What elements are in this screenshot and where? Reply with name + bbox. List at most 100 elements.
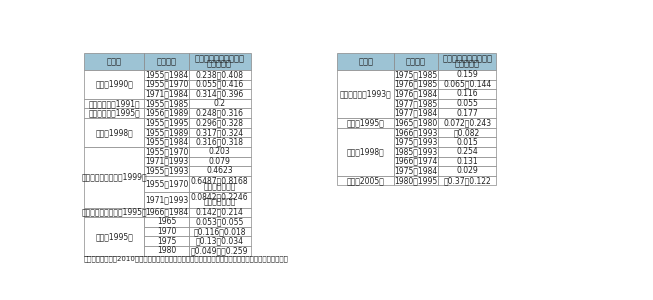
Bar <box>84 53 144 70</box>
Text: 1955～1970: 1955～1970 <box>145 80 188 89</box>
Text: 推計期間: 推計期間 <box>157 57 176 66</box>
Bar <box>438 118 496 128</box>
Text: 1975: 1975 <box>157 237 176 246</box>
Text: （限界生産性）: （限界生産性） <box>203 182 236 191</box>
Bar <box>189 157 251 166</box>
Bar <box>189 80 251 89</box>
Text: 1965～1980: 1965～1980 <box>394 118 438 127</box>
Text: 0.238～0.408: 0.238～0.408 <box>196 70 244 79</box>
Text: 1955～1993: 1955～1993 <box>145 167 188 176</box>
Bar <box>189 108 251 118</box>
Bar <box>144 192 189 208</box>
Text: 塩路（2005）: 塩路（2005） <box>347 176 385 185</box>
Text: 1956～1989: 1956～1989 <box>145 109 188 118</box>
Text: 0.065～0.144: 0.065～0.144 <box>443 80 491 89</box>
Bar <box>394 99 438 108</box>
Bar <box>394 137 438 147</box>
Bar <box>189 137 251 147</box>
Bar <box>144 208 189 217</box>
Text: 0.055: 0.055 <box>456 99 478 108</box>
Text: （弾性値）: （弾性値） <box>207 60 232 69</box>
Text: 1965: 1965 <box>157 218 176 226</box>
Bar <box>394 166 438 176</box>
Text: 0.079: 0.079 <box>209 157 231 166</box>
Bar <box>189 128 251 137</box>
Text: 0.142～0.214: 0.142～0.214 <box>196 208 244 217</box>
Bar <box>144 147 189 157</box>
Text: 0.6487～0.8168: 0.6487～0.8168 <box>191 176 248 185</box>
Text: 0.203: 0.203 <box>209 147 231 156</box>
Text: 1966～1974: 1966～1974 <box>394 157 438 166</box>
Text: 0.248～0.316: 0.248～0.316 <box>196 109 244 118</box>
Text: 岩本（1990）: 岩本（1990） <box>95 80 133 89</box>
Text: 1980～1995: 1980～1995 <box>394 176 438 185</box>
Bar <box>144 108 189 118</box>
Text: 0.177: 0.177 <box>456 109 478 118</box>
Text: 三井・竹沢・河内（1995）: 三井・竹沢・河内（1995） <box>82 208 147 217</box>
Text: 0.015: 0.015 <box>456 138 478 147</box>
Bar <box>438 70 496 80</box>
Bar <box>189 147 251 157</box>
Bar <box>438 137 496 147</box>
Bar <box>394 53 438 70</box>
Text: 0.317～0.324: 0.317～0.324 <box>195 128 244 137</box>
Text: －0.082: －0.082 <box>454 128 481 137</box>
Bar <box>189 99 251 108</box>
Bar <box>338 53 394 70</box>
Text: －0.13～0.034: －0.13～0.034 <box>196 237 244 246</box>
Text: －0.049～－0.259: －0.049～－0.259 <box>191 246 248 255</box>
Text: 浅子・坂本（1993）: 浅子・坂本（1993） <box>340 89 392 98</box>
Text: 1975～1985: 1975～1985 <box>394 70 438 79</box>
Text: 畑農（1998）: 畑農（1998） <box>95 128 133 137</box>
Bar <box>438 157 496 166</box>
Text: 1955～1984: 1955～1984 <box>145 138 188 147</box>
Text: 1955～1995: 1955～1995 <box>145 118 188 127</box>
Bar <box>438 99 496 108</box>
Bar <box>438 147 496 157</box>
Text: 社会資本の生産力効果: 社会資本の生産力効果 <box>442 54 492 63</box>
Bar <box>144 70 189 80</box>
Bar <box>438 89 496 99</box>
Bar <box>394 89 438 99</box>
Text: 研究者: 研究者 <box>106 57 121 66</box>
Bar <box>394 70 438 80</box>
Bar <box>394 157 438 166</box>
Text: 1980: 1980 <box>157 246 176 255</box>
Bar <box>189 227 251 236</box>
Text: 三井・井上（1995）: 三井・井上（1995） <box>88 109 140 118</box>
Text: 資料）　李紅梅（2010）「日本における社会資本の生産力効果に関する文献研究」より国土交通省作成: 資料） 李紅梅（2010）「日本における社会資本の生産力効果に関する文献研究」よ… <box>84 256 289 262</box>
Bar <box>189 208 251 217</box>
Bar <box>189 70 251 80</box>
Bar <box>144 166 189 176</box>
Text: 1975～1993: 1975～1993 <box>394 138 438 147</box>
Text: 0.029: 0.029 <box>456 167 478 176</box>
Text: 0.296～0.328: 0.296～0.328 <box>196 118 244 127</box>
Bar <box>144 118 189 128</box>
Bar <box>144 80 189 89</box>
Text: 1955～1970: 1955～1970 <box>145 147 188 156</box>
Text: 0.2: 0.2 <box>214 99 225 108</box>
Text: 研究者: 研究者 <box>358 57 373 66</box>
Bar <box>189 217 251 227</box>
Bar <box>84 70 144 99</box>
Bar <box>394 147 438 157</box>
Text: 0.0842～0.2246: 0.0842～0.2246 <box>191 192 248 201</box>
Bar <box>438 166 496 176</box>
Text: 0.254: 0.254 <box>456 147 478 156</box>
Text: 奖井（1995）: 奖井（1995） <box>95 232 133 241</box>
Bar <box>189 53 251 70</box>
Bar <box>438 80 496 89</box>
Bar <box>144 53 189 70</box>
Text: 土居（1998）: 土居（1998） <box>347 147 385 156</box>
Bar <box>394 80 438 89</box>
Text: 0.159: 0.159 <box>456 70 478 79</box>
Bar <box>394 118 438 128</box>
Bar <box>394 108 438 118</box>
Bar <box>394 128 438 137</box>
Bar <box>144 157 189 166</box>
Bar <box>338 128 394 176</box>
Bar <box>144 128 189 137</box>
Text: （限界生産性）: （限界生産性） <box>203 198 236 207</box>
Text: 1971～1993: 1971～1993 <box>145 195 188 204</box>
Text: 1966～1984: 1966～1984 <box>145 208 188 217</box>
